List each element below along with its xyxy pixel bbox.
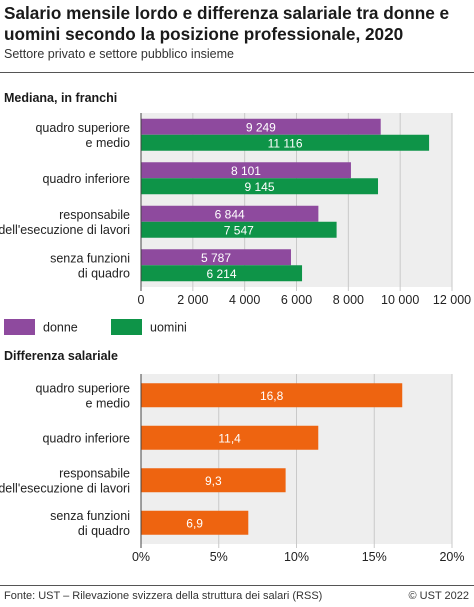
- legend-swatch-uomini: [111, 319, 142, 335]
- legend-label-donne: donne: [43, 321, 78, 335]
- category-label: dell'esecuzione di lavori: [0, 223, 130, 237]
- data-label: 11 116: [268, 136, 303, 150]
- x-tick-label: 4 000: [229, 293, 260, 307]
- gap-section-title: Differenza salariale: [4, 349, 118, 363]
- category-label: e medio: [86, 396, 131, 410]
- bar-gap: [141, 468, 286, 493]
- x-tick-label: 8 000: [333, 293, 364, 307]
- category-label: senza funzioni: [50, 509, 130, 523]
- data-label: 5 787: [201, 251, 231, 265]
- data-label: 6 844: [215, 207, 245, 221]
- bar-uomini: [141, 134, 430, 151]
- legend-label-uomini: uomini: [150, 321, 187, 335]
- bar-donne: [141, 205, 319, 222]
- x-tick-label: 20%: [439, 550, 464, 564]
- footer-copyright: © UST 2022: [408, 590, 470, 602]
- bar-gap: [141, 383, 403, 408]
- data-label: 16,8: [260, 389, 284, 403]
- bar-donne: [141, 249, 291, 266]
- median-section-title: Mediana, in franchi: [4, 91, 118, 105]
- bar-uomini: [141, 221, 337, 238]
- x-tick-label: 0: [138, 293, 145, 307]
- footer-source: Fonte: UST – Rilevazione svizzera della …: [4, 590, 323, 602]
- category-label: quadro superiore: [35, 381, 130, 395]
- x-tick-label: 6 000: [281, 293, 312, 307]
- data-label: 8 101: [231, 164, 261, 178]
- x-tick-label: 10%: [284, 550, 309, 564]
- category-label: responsabile: [59, 466, 130, 480]
- data-label: 9 145: [244, 180, 274, 194]
- category-label: dell'esecuzione di lavori: [0, 481, 130, 495]
- x-tick-label: 0%: [132, 550, 150, 564]
- data-label: 9 249: [246, 120, 276, 134]
- data-label: 11,4: [218, 431, 241, 445]
- x-tick-label: 5%: [210, 550, 228, 564]
- data-label: 7 547: [224, 223, 254, 237]
- bar-donne: [141, 118, 381, 135]
- category-label: quadro inferiore: [42, 172, 130, 186]
- category-label: di quadro: [78, 524, 130, 538]
- header-rule: [0, 72, 474, 73]
- legend-swatch-donne: [4, 319, 35, 335]
- category-label: senza funzioni: [50, 251, 130, 265]
- bar-gap: [141, 425, 319, 450]
- x-tick-label: 2 000: [177, 293, 208, 307]
- bar-uomini: [141, 265, 303, 282]
- bar-gap: [141, 510, 249, 535]
- category-label: quadro inferiore: [42, 431, 130, 445]
- x-tick-label: 15%: [362, 550, 387, 564]
- x-tick-label: 10 000: [381, 293, 419, 307]
- data-label: 9,3: [205, 474, 222, 488]
- chart-title: Salario mensile lordo e differenza salar…: [4, 3, 450, 44]
- category-label: di quadro: [78, 266, 130, 280]
- footer-rule: [0, 585, 474, 586]
- bar-uomini: [141, 178, 379, 195]
- x-tick-label: 12 000: [433, 293, 471, 307]
- category-label: e medio: [86, 136, 131, 150]
- category-label: responsabile: [59, 208, 130, 222]
- chart-subtitle: Settore privato e settore pubblico insie…: [4, 47, 234, 61]
- data-label: 6 214: [207, 267, 237, 281]
- median-salary-chart: 0 2 000 4 000 6 000 8 000 10 000 12 000 quadro …: [0, 113, 471, 335]
- category-label: quadro superiore: [35, 121, 130, 135]
- bar-donne: [141, 162, 351, 179]
- data-label: 6,9: [186, 516, 203, 530]
